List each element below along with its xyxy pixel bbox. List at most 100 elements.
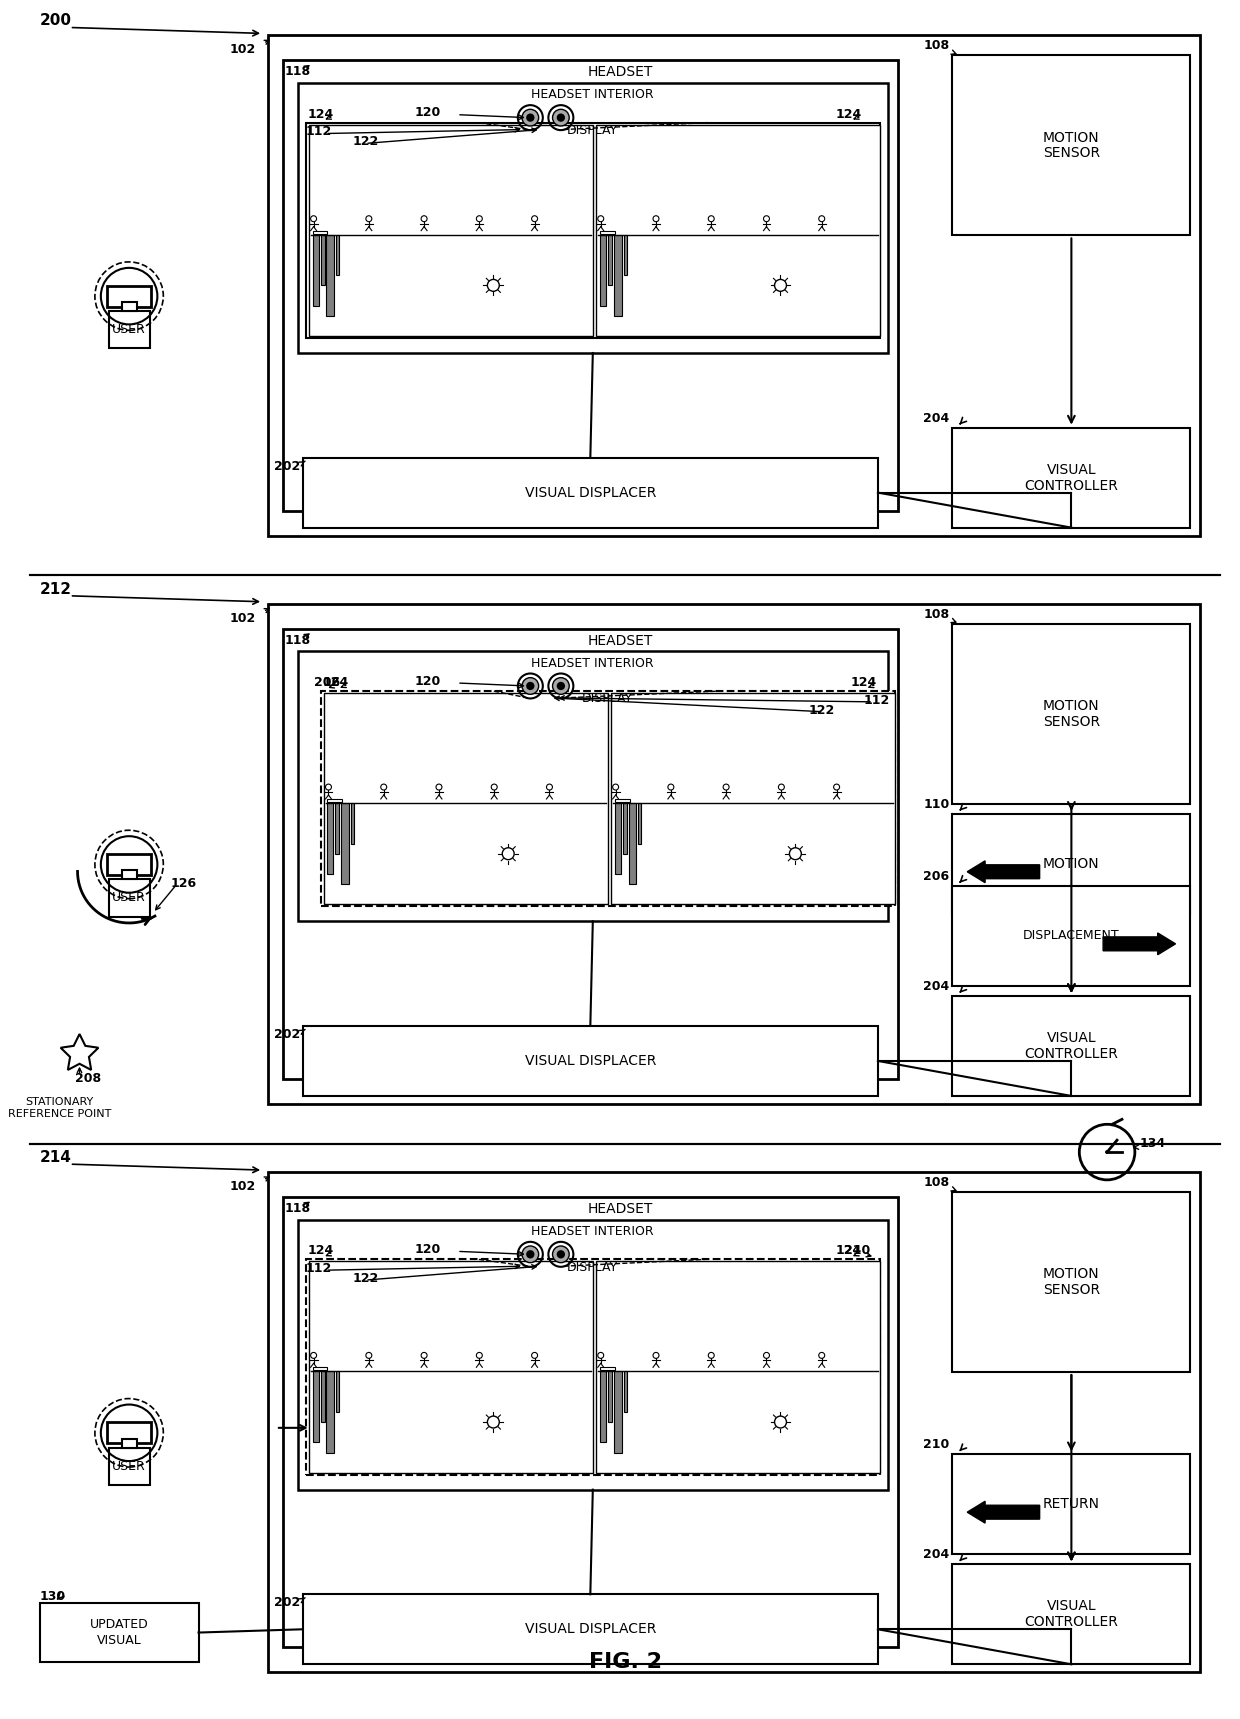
Text: 206: 206 xyxy=(314,676,340,689)
Text: 122: 122 xyxy=(808,703,835,717)
Bar xyxy=(321,1372,325,1422)
Text: 210: 210 xyxy=(843,1245,870,1257)
Bar xyxy=(624,1372,626,1411)
Text: 118: 118 xyxy=(285,634,311,646)
Bar xyxy=(109,1447,150,1485)
Polygon shape xyxy=(61,1035,98,1069)
Text: STATIONARY: STATIONARY xyxy=(26,1097,94,1107)
Circle shape xyxy=(522,110,538,125)
Bar xyxy=(327,803,334,873)
Bar xyxy=(608,1372,611,1422)
Bar xyxy=(629,803,636,884)
Bar xyxy=(324,693,608,904)
Text: 112: 112 xyxy=(306,1262,332,1275)
Text: MOTION: MOTION xyxy=(1043,131,1100,144)
Text: HEADSET INTERIOR: HEADSET INTERIOR xyxy=(532,657,655,670)
Text: 202: 202 xyxy=(274,1028,301,1042)
Bar xyxy=(600,234,605,306)
Text: CONTROLLER: CONTROLLER xyxy=(1024,478,1118,493)
Bar xyxy=(341,803,350,884)
Text: USER: USER xyxy=(113,323,146,337)
Bar xyxy=(312,1372,319,1442)
Text: HEADSET: HEADSET xyxy=(588,1202,652,1215)
Text: HEADSET INTERIOR: HEADSET INTERIOR xyxy=(532,1226,655,1238)
Bar xyxy=(298,83,888,352)
Text: 118: 118 xyxy=(285,1202,311,1215)
Text: FIG. 2: FIG. 2 xyxy=(589,1652,662,1673)
Text: VISUAL DISPLACER: VISUAL DISPLACER xyxy=(525,1054,656,1067)
Bar xyxy=(107,854,151,875)
Bar xyxy=(615,799,630,803)
Text: MOTION: MOTION xyxy=(1043,856,1100,872)
Text: CONTROLLER: CONTROLLER xyxy=(1024,1047,1118,1061)
Circle shape xyxy=(553,677,569,694)
Bar xyxy=(952,1454,1190,1554)
Bar xyxy=(614,234,621,316)
Text: 108: 108 xyxy=(924,40,950,53)
Circle shape xyxy=(1105,1150,1109,1153)
Bar xyxy=(335,803,340,854)
Bar xyxy=(595,124,880,337)
Text: MOTION: MOTION xyxy=(1043,700,1100,713)
Bar xyxy=(336,234,340,275)
Text: MOTION: MOTION xyxy=(1043,1267,1100,1281)
Text: 210: 210 xyxy=(923,1439,950,1451)
Polygon shape xyxy=(967,861,1039,882)
Text: 112: 112 xyxy=(306,125,332,139)
Text: 208: 208 xyxy=(74,1071,100,1085)
Text: DISPLACEMENT: DISPLACEMENT xyxy=(1023,930,1120,942)
Bar xyxy=(306,122,880,339)
Bar xyxy=(268,603,1200,1104)
Bar xyxy=(952,995,1190,1097)
Text: 124: 124 xyxy=(851,676,877,689)
Bar xyxy=(303,457,878,528)
Text: 102: 102 xyxy=(229,43,257,57)
Text: 120: 120 xyxy=(414,1243,440,1257)
Text: VISUAL: VISUAL xyxy=(1047,1599,1096,1614)
Circle shape xyxy=(557,113,565,122)
Polygon shape xyxy=(967,1501,1039,1523)
Text: 120: 120 xyxy=(414,674,440,688)
Bar xyxy=(312,234,319,306)
Bar xyxy=(321,234,325,285)
Text: 204: 204 xyxy=(923,1549,950,1561)
Bar xyxy=(122,303,136,311)
Text: 124: 124 xyxy=(322,676,348,689)
Bar xyxy=(321,691,895,906)
Text: HEADSET: HEADSET xyxy=(588,634,652,648)
Text: USER: USER xyxy=(113,1459,146,1473)
Bar xyxy=(303,1594,878,1664)
Text: 206: 206 xyxy=(924,870,950,884)
Bar xyxy=(283,1196,898,1647)
Text: 202: 202 xyxy=(274,1597,301,1609)
Bar xyxy=(303,1026,878,1097)
Bar xyxy=(309,124,593,337)
Text: VISUAL: VISUAL xyxy=(97,1635,141,1647)
Circle shape xyxy=(526,1250,534,1258)
Text: 102: 102 xyxy=(229,612,257,624)
Bar xyxy=(952,624,1190,804)
Text: 204: 204 xyxy=(923,411,950,425)
Text: 120: 120 xyxy=(414,107,440,119)
Bar xyxy=(614,1372,621,1453)
Circle shape xyxy=(553,1246,569,1263)
Text: 214: 214 xyxy=(40,1150,72,1165)
Bar xyxy=(336,1372,340,1411)
Text: 112: 112 xyxy=(863,694,889,707)
Text: 130: 130 xyxy=(40,1590,66,1602)
Bar xyxy=(268,36,1200,536)
Polygon shape xyxy=(1104,933,1176,954)
Bar xyxy=(268,1172,1200,1673)
Circle shape xyxy=(522,1246,538,1263)
Bar xyxy=(624,234,626,275)
Bar xyxy=(639,803,641,844)
Bar xyxy=(109,311,150,349)
Text: CONTROLLER: CONTROLLER xyxy=(1024,1616,1118,1630)
Bar xyxy=(326,1372,335,1453)
Bar xyxy=(109,880,150,916)
Text: HEADSET: HEADSET xyxy=(588,65,652,79)
Bar xyxy=(952,1564,1190,1664)
Text: VISUAL: VISUAL xyxy=(1047,1031,1096,1045)
Bar xyxy=(306,1260,880,1475)
Circle shape xyxy=(557,682,565,689)
